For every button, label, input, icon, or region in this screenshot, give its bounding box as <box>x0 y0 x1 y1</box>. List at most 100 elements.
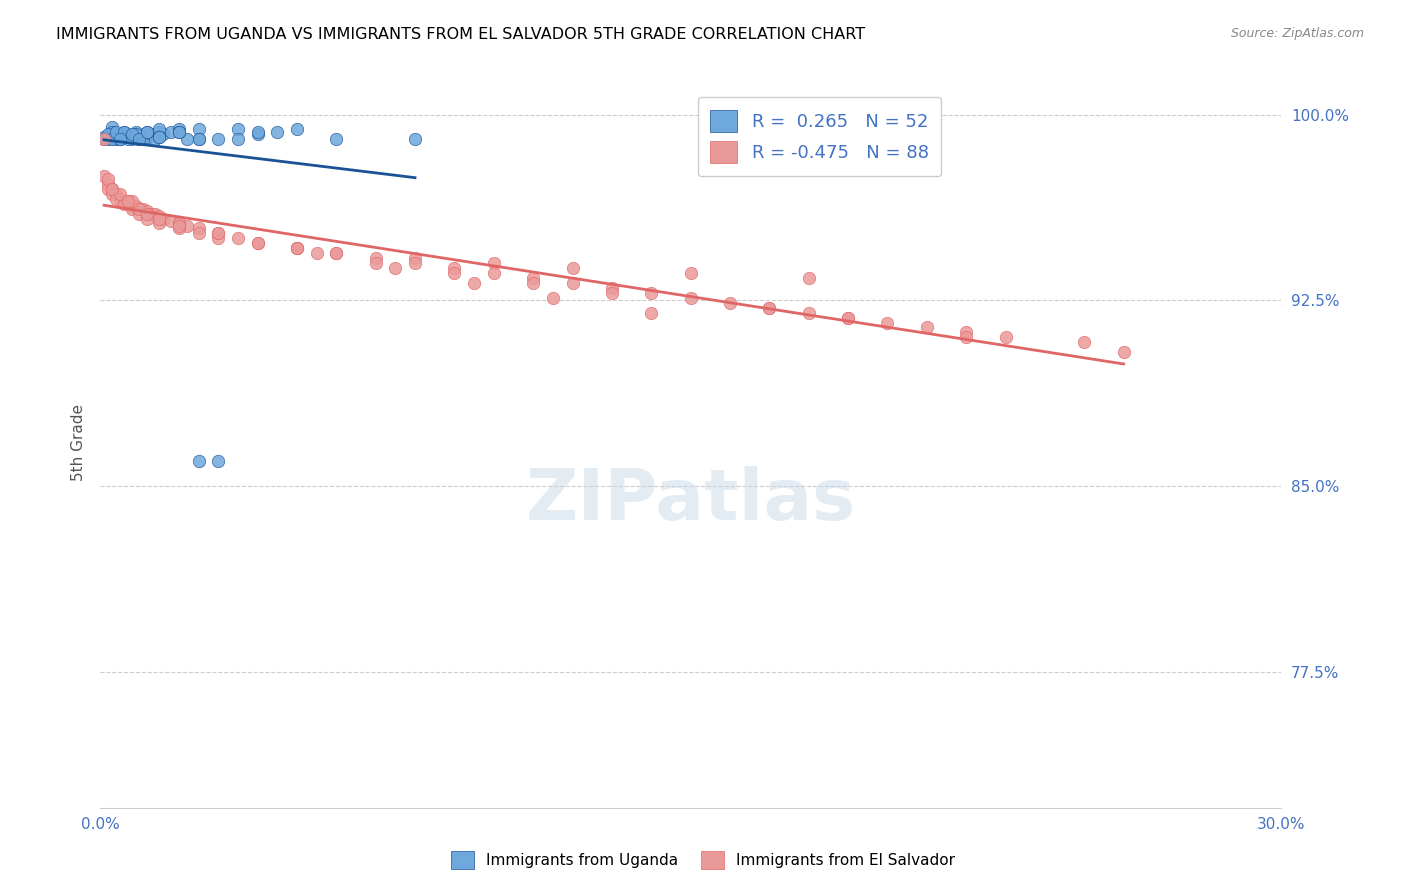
Point <box>117 194 139 209</box>
Point <box>108 132 131 146</box>
Point <box>561 276 583 290</box>
Point <box>97 172 120 186</box>
Point <box>176 219 198 233</box>
Point <box>167 125 190 139</box>
Point <box>305 246 328 260</box>
Point <box>101 120 124 134</box>
Point <box>136 206 159 220</box>
Point <box>160 125 183 139</box>
Point <box>143 132 166 146</box>
Point <box>121 132 143 146</box>
Point <box>797 305 820 319</box>
Point <box>325 246 347 260</box>
Point <box>266 125 288 139</box>
Point <box>207 132 229 146</box>
Point <box>152 211 174 226</box>
Point <box>955 326 977 340</box>
Point <box>101 182 124 196</box>
Point <box>97 182 120 196</box>
Point <box>207 227 229 241</box>
Point <box>121 194 143 209</box>
Point <box>167 219 190 233</box>
Point <box>167 217 190 231</box>
Point <box>955 330 977 344</box>
Point <box>97 132 120 146</box>
Point <box>121 199 143 213</box>
Point <box>443 260 465 275</box>
Point <box>97 128 120 142</box>
Point <box>404 256 426 270</box>
Point <box>541 291 564 305</box>
Point <box>112 125 135 139</box>
Point <box>101 132 124 146</box>
Text: ZIPatlas: ZIPatlas <box>526 467 856 535</box>
Point <box>104 186 127 201</box>
Point <box>128 202 150 216</box>
Point <box>117 194 139 209</box>
Point <box>187 227 209 241</box>
Point <box>121 202 143 216</box>
Point <box>136 125 159 139</box>
Point <box>207 454 229 468</box>
Point <box>364 256 387 270</box>
Point <box>148 129 170 144</box>
Y-axis label: 5th Grade: 5th Grade <box>72 404 86 481</box>
Point <box>837 310 859 325</box>
Point <box>93 129 115 144</box>
Point <box>679 291 702 305</box>
Point <box>187 132 209 146</box>
Point <box>167 217 190 231</box>
Point <box>384 260 406 275</box>
Point <box>187 122 209 136</box>
Point <box>93 169 115 184</box>
Point <box>837 310 859 325</box>
Point <box>797 271 820 285</box>
Point <box>246 236 269 251</box>
Point <box>152 128 174 142</box>
Point <box>128 202 150 216</box>
Legend: R =  0.265   N = 52, R = -0.475   N = 88: R = 0.265 N = 52, R = -0.475 N = 88 <box>697 97 942 176</box>
Point <box>136 129 159 144</box>
Point <box>718 295 741 310</box>
Text: Source: ZipAtlas.com: Source: ZipAtlas.com <box>1230 27 1364 40</box>
Point <box>640 305 662 319</box>
Point <box>148 129 170 144</box>
Point <box>112 194 135 209</box>
Point <box>148 209 170 223</box>
Point <box>93 132 115 146</box>
Point <box>226 122 249 136</box>
Point <box>187 132 209 146</box>
Point <box>104 132 127 146</box>
Point <box>148 125 170 139</box>
Point <box>364 251 387 265</box>
Point <box>128 132 150 146</box>
Point <box>187 221 209 235</box>
Point <box>285 241 308 255</box>
Point <box>121 128 143 142</box>
Point <box>167 125 190 139</box>
Point <box>148 122 170 136</box>
Point <box>143 206 166 220</box>
Point <box>285 241 308 255</box>
Point <box>160 214 183 228</box>
Point <box>141 128 163 142</box>
Point <box>876 316 898 330</box>
Point <box>128 206 150 220</box>
Text: IMMIGRANTS FROM UGANDA VS IMMIGRANTS FROM EL SALVADOR 5TH GRADE CORRELATION CHAR: IMMIGRANTS FROM UGANDA VS IMMIGRANTS FRO… <box>56 27 865 42</box>
Point <box>101 125 124 139</box>
Point <box>915 320 938 334</box>
Point <box>482 256 505 270</box>
Point <box>97 177 120 191</box>
Point <box>187 454 209 468</box>
Point <box>148 211 170 226</box>
Point <box>136 211 159 226</box>
Point <box>207 227 229 241</box>
Point <box>246 125 269 139</box>
Point <box>1073 335 1095 350</box>
Point <box>132 202 155 216</box>
Point <box>600 285 623 300</box>
Point <box>132 132 155 146</box>
Point <box>167 221 190 235</box>
Point <box>561 260 583 275</box>
Point <box>443 266 465 280</box>
